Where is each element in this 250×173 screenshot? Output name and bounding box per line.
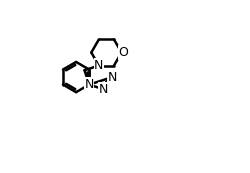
Text: N: N [84, 78, 94, 91]
Text: O: O [118, 46, 128, 59]
Text: N: N [94, 59, 104, 72]
Text: N: N [99, 83, 108, 96]
Text: N: N [108, 71, 117, 84]
